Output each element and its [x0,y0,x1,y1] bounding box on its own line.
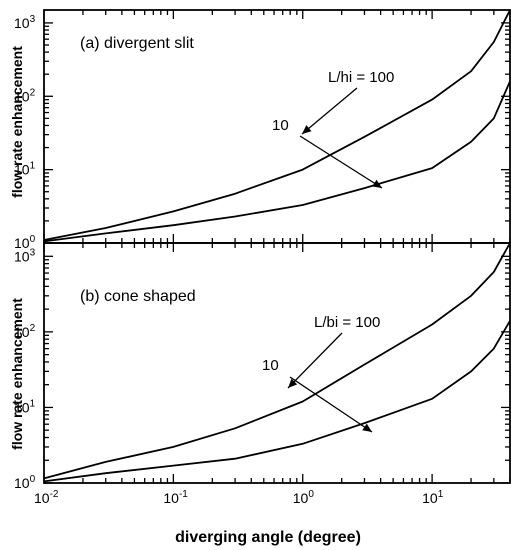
y-tick-label: 100 [14,234,36,251]
annotation-arrowhead [372,179,382,188]
x-tick-label: 10-2 [34,489,59,506]
y-tick-label: 102 [14,87,36,104]
annotation-label: 10 [262,357,279,374]
plot-frame-1 [43,242,511,484]
y-tick-label: 102 [14,323,36,340]
annotation-arrowhead [362,423,372,432]
panel-label: (b) cone shaped [80,288,196,305]
y-tick-label: 100 [14,474,36,491]
annotation-arrowhead [302,125,312,134]
series-line-0 [43,242,511,480]
y-axis-label-b: flow rate enhancement [9,298,25,450]
x-tick-label: 100 [293,489,315,506]
x-tick-label: 10-1 [163,489,188,506]
y-tick-label: 103 [14,14,36,31]
panel-b: 100 101 102 103 10-2 10-1 100 101 (b) cone shape… [14,242,511,506]
y-tick-label: 101 [14,161,36,178]
panel-label: (a) divergent slit [80,35,194,52]
x-axis-label: diverging angle (degree) [175,529,361,546]
annotation-arrowhead [288,378,298,388]
series-line-0 [43,9,511,241]
annotation-label: 10 [272,117,289,134]
series-line-1 [43,320,511,483]
panel-a: 100 101 102 103 (a) divergent slit L/hi = 100… [14,9,511,251]
y-tick-label: 103 [14,247,36,264]
y-axis-label-a: flow rate enhancement [9,46,25,198]
annotation-arrow [301,87,358,135]
annotation-label: L/hi = 100 [328,69,394,86]
annotation-arrow [299,135,383,189]
annotation-arrow [287,332,343,389]
annotation-label: L/bi = 100 [314,314,380,331]
series-line-1 [43,80,511,243]
axis-labels: flow rate enhancement flow rate enhancem… [9,46,361,546]
annotation-arrow [289,376,373,433]
x-tick-label: 101 [422,489,444,506]
y-tick-label: 101 [14,398,36,415]
